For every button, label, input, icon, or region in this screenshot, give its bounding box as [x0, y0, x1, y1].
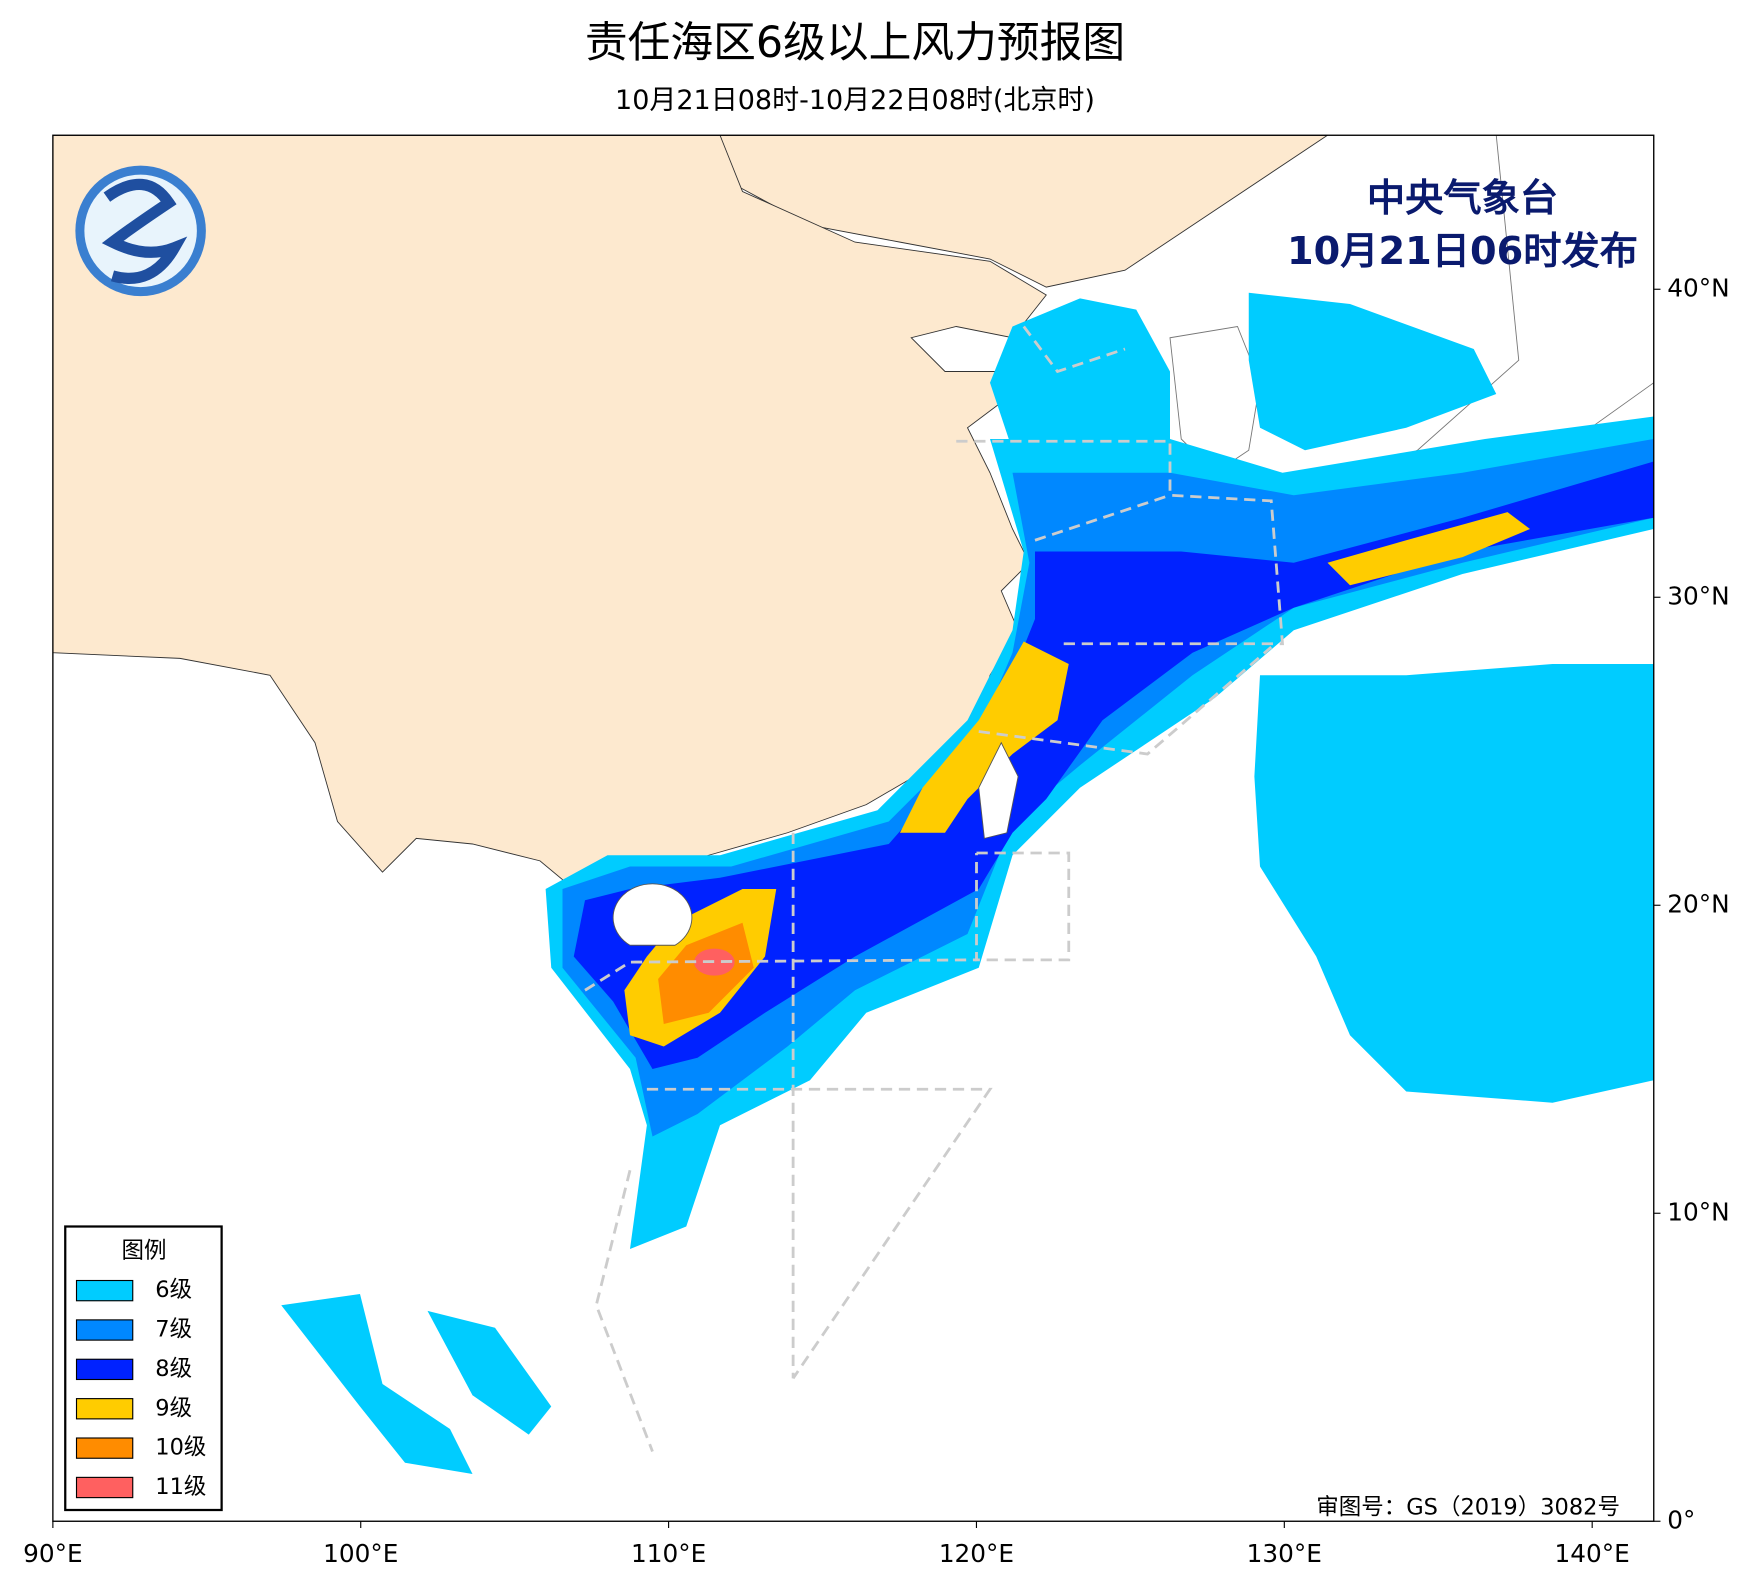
- x-tick-label: 130°E: [1247, 1539, 1322, 1568]
- map-area: [52, 135, 1654, 1522]
- zone-line: [978, 646, 1273, 756]
- x-tick-label: 140°E: [1555, 1539, 1630, 1568]
- x-tick-label: 120°E: [939, 1539, 1014, 1568]
- y-tick-label: 10°N: [1667, 1197, 1729, 1226]
- legend-swatch: [75, 1319, 134, 1341]
- land-hainan: [612, 883, 693, 946]
- wind-area-6: [1248, 292, 1497, 451]
- legend-label: 8级: [155, 1356, 192, 1382]
- x-tick-label: 110°E: [631, 1539, 706, 1568]
- land-taiwan: [978, 741, 1019, 839]
- sea-zone-boundaries: [584, 325, 1285, 1453]
- legend-label: 6级: [155, 1277, 192, 1303]
- zone-line: [1022, 325, 1126, 374]
- legend-label: 10级: [155, 1435, 206, 1461]
- wind-area-9: [1327, 512, 1530, 586]
- zone-line: [594, 1169, 654, 1453]
- legend-label: 11级: [155, 1474, 206, 1500]
- wind-area-6: [427, 1310, 552, 1435]
- wind-area-8: [573, 461, 1654, 1069]
- issue-time: 10月21日06时发布: [1287, 229, 1638, 274]
- land-korea: [1169, 325, 1261, 474]
- x-tick-label: 90°E: [23, 1539, 83, 1568]
- legend-swatch: [75, 1476, 134, 1499]
- wind-area-6: [1254, 664, 1654, 1103]
- legend-title: 图例: [121, 1238, 166, 1264]
- subtitle: 10月21日08时-10月22日08时(北京时): [615, 85, 1095, 116]
- review-number: 审图号：GS（2019）3082号: [1316, 1494, 1620, 1520]
- map-frame: [52, 134, 1655, 1522]
- legend-swatch: [75, 1437, 134, 1459]
- legend: 图例 6级 7级 8级 9级 10级 11级: [64, 1225, 223, 1512]
- wind-area-11: [694, 948, 735, 976]
- zone-line: [646, 1087, 993, 1380]
- legend-swatch: [75, 1279, 134, 1302]
- zone-line: [975, 851, 1071, 962]
- legend-label: 9级: [155, 1395, 192, 1421]
- y-tick-label: 0°: [1667, 1505, 1695, 1534]
- legend-label: 7级: [155, 1317, 192, 1343]
- zone-line: [956, 439, 1285, 646]
- wind-area-9: [900, 641, 1069, 833]
- y-tick-label: 30°N: [1667, 581, 1729, 610]
- issuer-name: 中央气象台: [1367, 176, 1558, 221]
- legend-swatch: [75, 1358, 134, 1381]
- wind-area-6: [545, 416, 1654, 1249]
- zone-line: [1034, 493, 1171, 542]
- logo: [75, 165, 206, 297]
- logo-inner: [84, 174, 197, 288]
- title: 责任海区6级以上风力预报图: [585, 18, 1125, 68]
- legend-swatch: [75, 1398, 134, 1420]
- y-tick-label: 40°N: [1667, 273, 1729, 302]
- y-tick-label: 20°N: [1667, 889, 1729, 918]
- x-tick-label: 100°E: [323, 1539, 398, 1568]
- wind-area-6: [281, 1294, 473, 1474]
- logo-mark: [101, 178, 188, 284]
